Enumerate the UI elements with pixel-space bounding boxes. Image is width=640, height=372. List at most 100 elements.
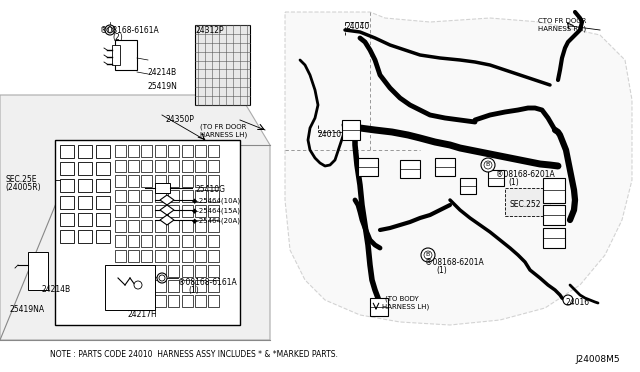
Text: (TO BODY: (TO BODY: [385, 295, 419, 301]
Text: NOTE : PARTS CODE 24010  HARNESS ASSY INCLUDES * & *MARKED PARTS.: NOTE : PARTS CODE 24010 HARNESS ASSY INC…: [50, 350, 338, 359]
Bar: [182, 145, 193, 157]
Bar: [96, 213, 110, 226]
Polygon shape: [160, 195, 174, 205]
Bar: [208, 220, 219, 232]
Bar: [60, 230, 74, 243]
Bar: [155, 160, 166, 172]
Bar: [96, 179, 110, 192]
Text: 24214B: 24214B: [42, 285, 71, 294]
Bar: [78, 179, 92, 192]
Bar: [155, 205, 166, 217]
Bar: [543, 205, 565, 225]
Bar: [128, 235, 139, 247]
Bar: [182, 295, 193, 307]
Bar: [168, 295, 179, 307]
Bar: [182, 235, 193, 247]
Polygon shape: [160, 215, 174, 225]
Text: 25419N: 25419N: [148, 82, 178, 91]
Bar: [78, 213, 92, 226]
Text: HARNESS LH): HARNESS LH): [382, 303, 429, 310]
Bar: [141, 160, 152, 172]
Bar: [195, 175, 206, 187]
Bar: [141, 205, 152, 217]
Bar: [78, 145, 92, 158]
Text: 24312P: 24312P: [196, 26, 225, 35]
Bar: [155, 250, 166, 262]
Bar: [115, 160, 126, 172]
Bar: [208, 205, 219, 217]
Bar: [60, 196, 74, 209]
Bar: [115, 190, 126, 202]
Bar: [112, 45, 120, 65]
Bar: [155, 220, 166, 232]
Circle shape: [563, 295, 573, 305]
Bar: [115, 175, 126, 187]
Bar: [195, 250, 206, 262]
Bar: [155, 183, 170, 193]
Bar: [141, 295, 152, 307]
Text: 24350P: 24350P: [165, 115, 194, 124]
Bar: [115, 250, 126, 262]
Bar: [168, 265, 179, 277]
Bar: [168, 205, 179, 217]
Polygon shape: [285, 12, 632, 325]
Bar: [128, 220, 139, 232]
Bar: [55, 140, 240, 325]
Bar: [182, 280, 193, 292]
Bar: [195, 205, 206, 217]
Bar: [505, 188, 550, 216]
Bar: [208, 265, 219, 277]
Bar: [155, 190, 166, 202]
Bar: [168, 190, 179, 202]
Text: 25419NA: 25419NA: [10, 305, 45, 314]
Text: 24214B: 24214B: [148, 68, 177, 77]
Bar: [141, 175, 152, 187]
Circle shape: [159, 275, 165, 281]
Bar: [115, 280, 126, 292]
Bar: [168, 175, 179, 187]
Bar: [182, 160, 193, 172]
Bar: [60, 213, 74, 226]
Bar: [182, 265, 193, 277]
Bar: [128, 190, 139, 202]
Bar: [155, 295, 166, 307]
Text: B: B: [426, 253, 430, 257]
Bar: [195, 220, 206, 232]
Bar: [141, 265, 152, 277]
Bar: [182, 190, 193, 202]
Bar: [128, 265, 139, 277]
Bar: [342, 120, 360, 140]
Circle shape: [481, 158, 495, 172]
Bar: [128, 145, 139, 157]
Bar: [182, 175, 193, 187]
Circle shape: [107, 27, 113, 33]
Text: J24008M5: J24008M5: [575, 355, 620, 364]
Text: CTO FR DOOR: CTO FR DOOR: [538, 18, 586, 24]
Polygon shape: [0, 95, 270, 340]
Text: ◆-25464(10A): ◆-25464(10A): [192, 198, 241, 205]
Bar: [195, 295, 206, 307]
Bar: [358, 158, 378, 176]
Bar: [141, 235, 152, 247]
Circle shape: [484, 161, 492, 169]
Bar: [128, 280, 139, 292]
Bar: [182, 220, 193, 232]
Bar: [168, 235, 179, 247]
Bar: [78, 230, 92, 243]
Circle shape: [421, 248, 435, 262]
Bar: [28, 252, 48, 290]
Bar: [141, 280, 152, 292]
Bar: [115, 235, 126, 247]
Bar: [168, 160, 179, 172]
Bar: [195, 280, 206, 292]
Bar: [195, 235, 206, 247]
Bar: [208, 160, 219, 172]
Bar: [115, 265, 126, 277]
Text: 24010: 24010: [318, 130, 342, 139]
Bar: [128, 175, 139, 187]
Bar: [195, 265, 206, 277]
Text: 24217H: 24217H: [128, 310, 157, 319]
Text: B: B: [486, 163, 490, 167]
Text: 25410G: 25410G: [195, 185, 225, 194]
Bar: [60, 145, 74, 158]
